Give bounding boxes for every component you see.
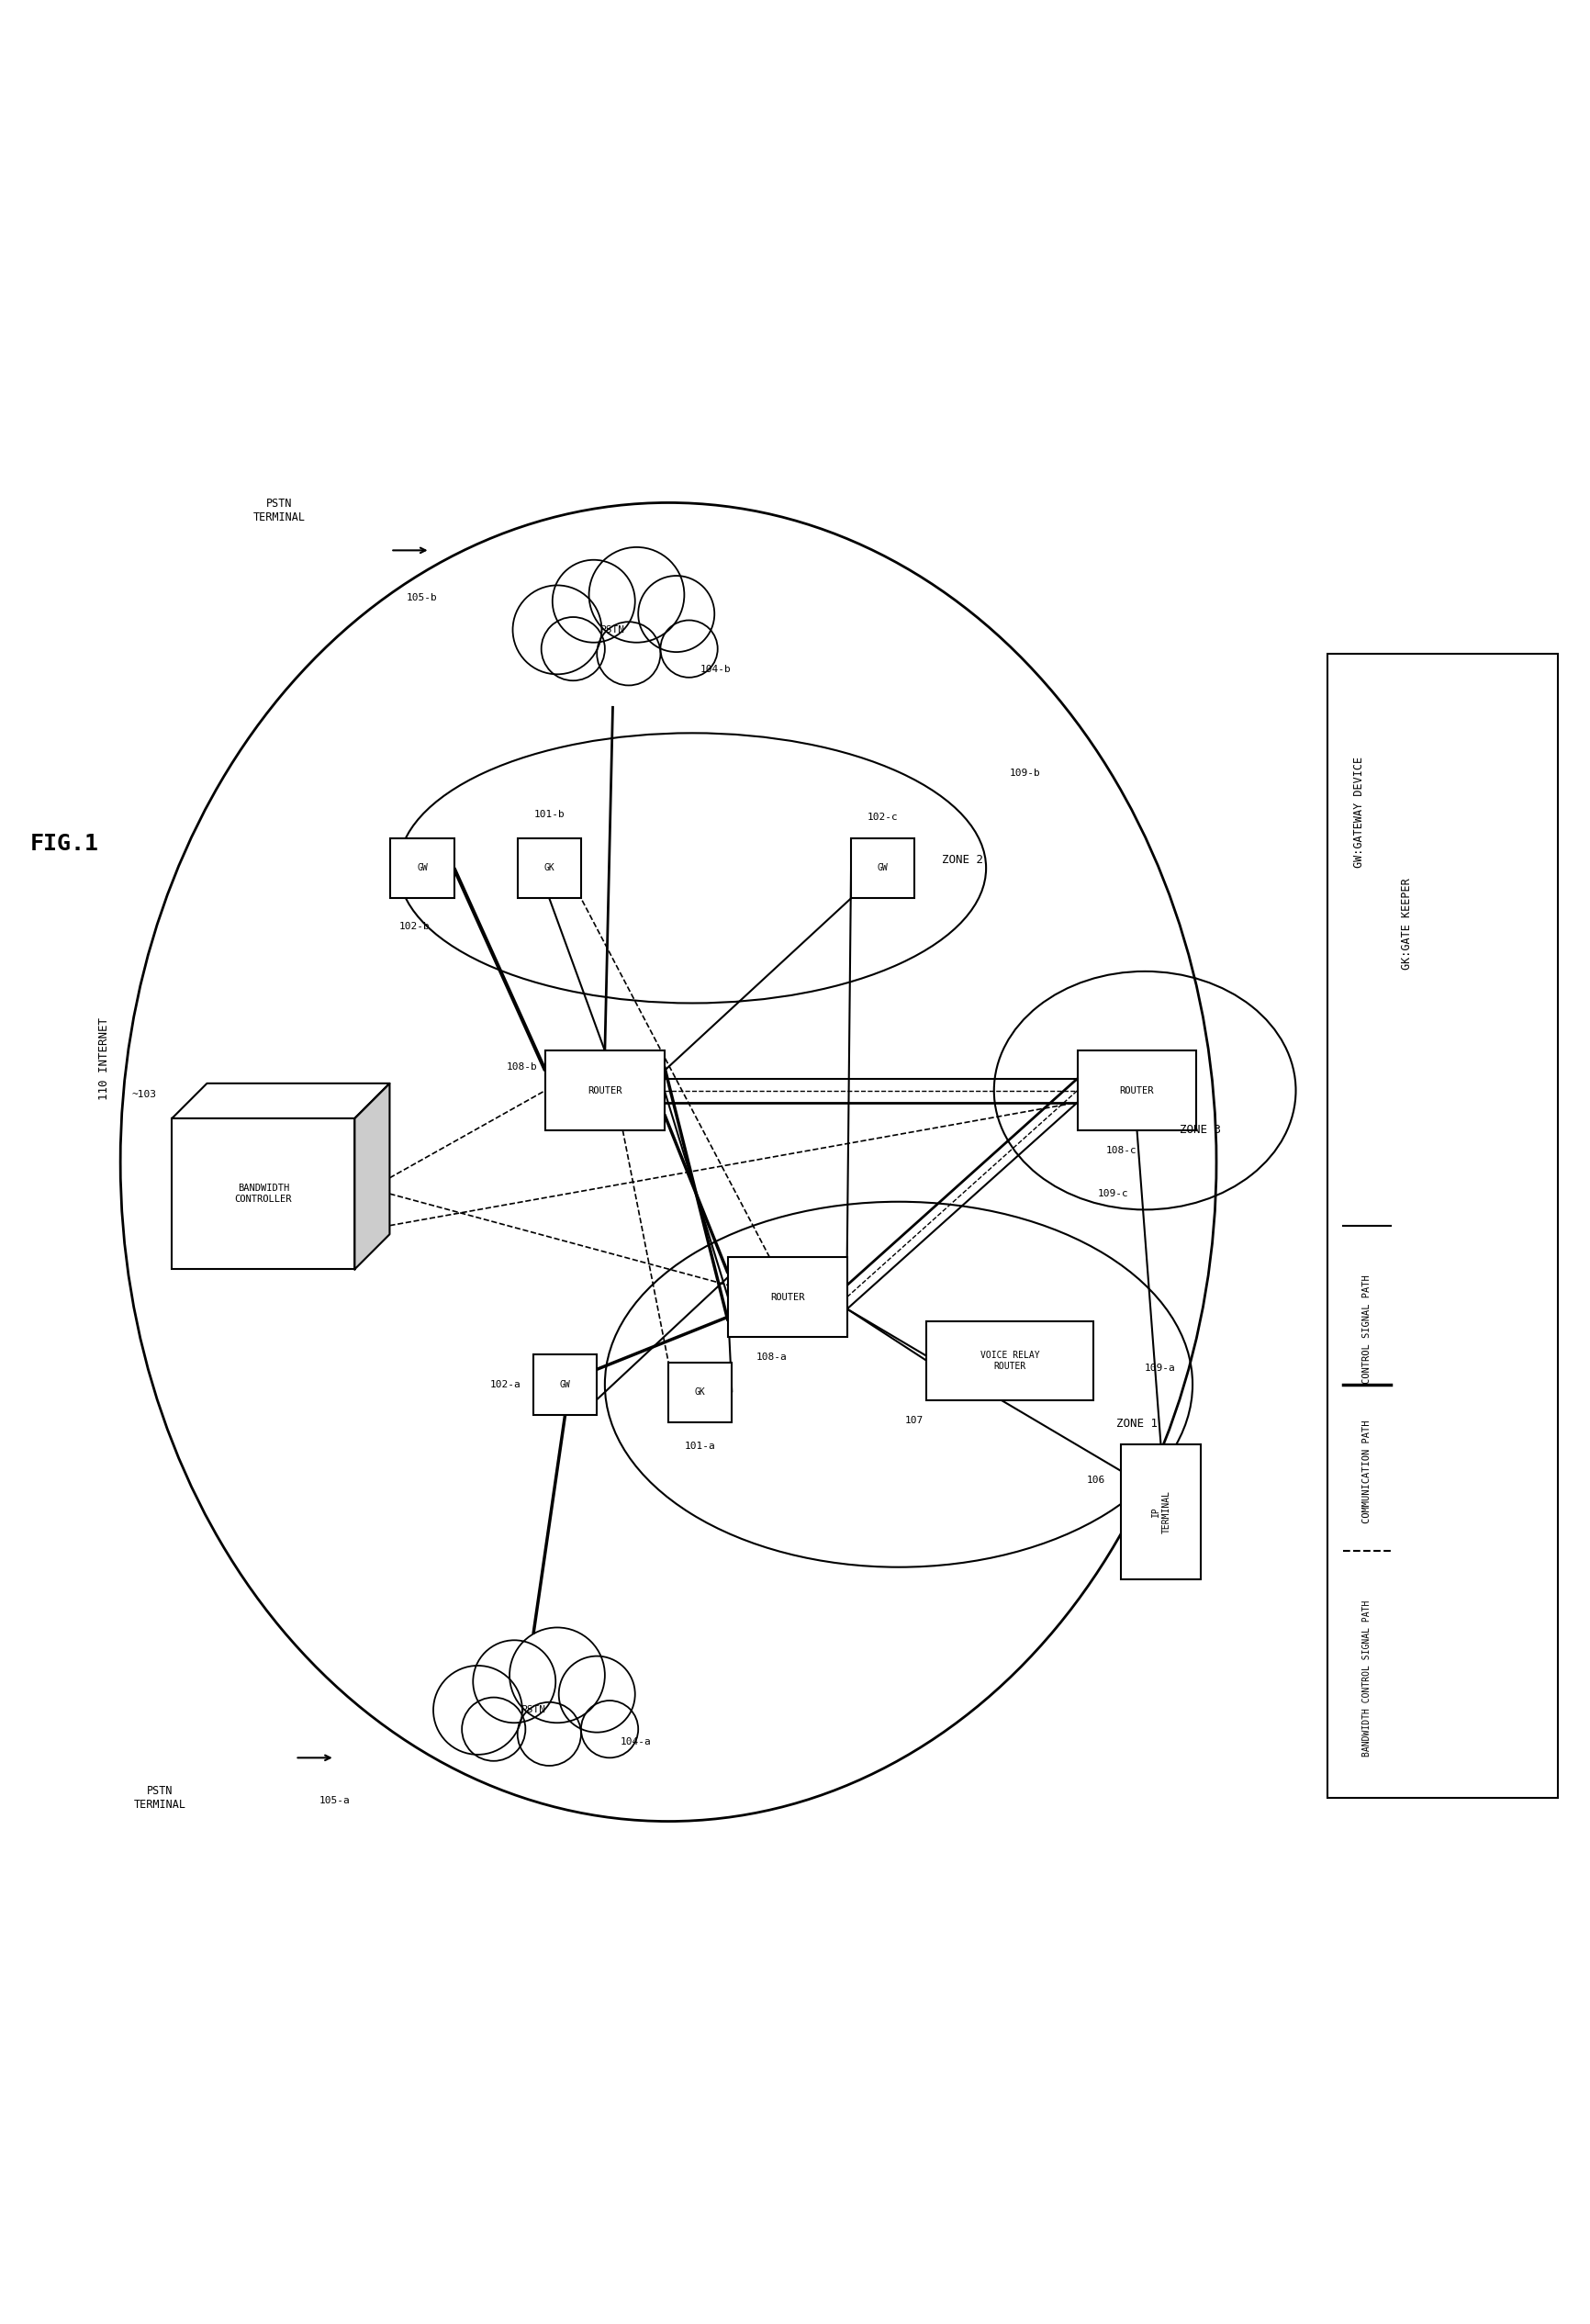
Text: 109-c: 109-c xyxy=(1097,1190,1127,1199)
Text: 110 INTERNET: 110 INTERNET xyxy=(99,1018,110,1099)
Bar xyxy=(172,1118,355,1269)
Text: 109-b: 109-b xyxy=(1010,769,1040,776)
Text: 108-b: 108-b xyxy=(506,1062,537,1071)
Text: PSTN
TERMINAL: PSTN TERMINAL xyxy=(253,497,305,523)
Circle shape xyxy=(558,1657,634,1731)
Circle shape xyxy=(596,623,660,686)
Circle shape xyxy=(432,1666,522,1755)
Text: 109-a: 109-a xyxy=(1145,1364,1175,1373)
Text: ROUTER: ROUTER xyxy=(587,1085,622,1095)
Circle shape xyxy=(660,621,717,676)
Bar xyxy=(517,839,580,899)
Text: ROUTER: ROUTER xyxy=(1119,1085,1153,1095)
Text: 101-a: 101-a xyxy=(684,1441,716,1450)
Circle shape xyxy=(461,1697,525,1762)
Circle shape xyxy=(588,546,684,641)
Text: PSTN: PSTN xyxy=(520,1706,545,1715)
Circle shape xyxy=(552,560,634,641)
Circle shape xyxy=(472,1641,555,1722)
Text: GW: GW xyxy=(417,865,428,874)
Text: PSTN: PSTN xyxy=(599,625,625,634)
Text: 108-c: 108-c xyxy=(1105,1146,1135,1155)
Text: GW: GW xyxy=(560,1380,571,1390)
Text: BANDWIDTH CONTROL SIGNAL PATH: BANDWIDTH CONTROL SIGNAL PATH xyxy=(1363,1601,1371,1757)
Text: 101-b: 101-b xyxy=(534,809,564,818)
Text: GW: GW xyxy=(878,865,887,874)
Text: PSTN
TERMINAL: PSTN TERMINAL xyxy=(134,1785,186,1810)
Text: 108-a: 108-a xyxy=(755,1353,787,1362)
Circle shape xyxy=(512,586,601,674)
Bar xyxy=(533,1355,596,1415)
Bar xyxy=(1326,653,1557,1796)
Text: ZONE 2: ZONE 2 xyxy=(941,855,983,867)
Text: ~103: ~103 xyxy=(132,1090,156,1099)
Text: IP
TERMINAL: IP TERMINAL xyxy=(1150,1490,1170,1534)
Circle shape xyxy=(638,576,714,653)
Bar xyxy=(545,1050,665,1129)
Text: 106: 106 xyxy=(1086,1476,1105,1485)
Bar xyxy=(1121,1443,1200,1578)
Text: VOICE RELAY
ROUTER: VOICE RELAY ROUTER xyxy=(979,1350,1038,1371)
Circle shape xyxy=(509,1627,604,1722)
Bar xyxy=(390,839,453,899)
Text: CONTROL SIGNAL PATH: CONTROL SIGNAL PATH xyxy=(1363,1274,1371,1383)
Text: 105-a: 105-a xyxy=(320,1796,350,1806)
Bar xyxy=(1076,1050,1196,1129)
Text: 102-b: 102-b xyxy=(399,923,429,932)
Text: BANDWIDTH
CONTROLLER: BANDWIDTH CONTROLLER xyxy=(235,1183,293,1204)
Text: ZONE 3: ZONE 3 xyxy=(1180,1125,1221,1136)
Circle shape xyxy=(580,1701,638,1757)
Text: ROUTER: ROUTER xyxy=(770,1292,805,1301)
Bar xyxy=(851,839,914,899)
Circle shape xyxy=(517,1701,580,1766)
Text: 105-b: 105-b xyxy=(407,593,437,602)
Text: GW:GATEWAY DEVICE: GW:GATEWAY DEVICE xyxy=(1353,758,1364,869)
Polygon shape xyxy=(355,1083,390,1269)
Bar xyxy=(728,1257,846,1336)
Text: 102-a: 102-a xyxy=(490,1380,520,1390)
Circle shape xyxy=(541,618,604,681)
Text: 104-b: 104-b xyxy=(700,665,731,674)
Text: 107: 107 xyxy=(905,1415,924,1425)
Text: GK:GATE KEEPER: GK:GATE KEEPER xyxy=(1401,878,1412,969)
Bar xyxy=(668,1362,731,1422)
Text: 102-c: 102-c xyxy=(867,813,898,823)
Text: GK: GK xyxy=(695,1387,704,1397)
Text: FIG.1: FIG.1 xyxy=(30,834,99,855)
Polygon shape xyxy=(172,1083,390,1118)
Text: COMMUNICATION PATH: COMMUNICATION PATH xyxy=(1363,1420,1371,1525)
Bar xyxy=(925,1320,1092,1401)
Text: 104-a: 104-a xyxy=(620,1738,652,1745)
Text: GK: GK xyxy=(544,865,555,874)
Text: ZONE 1: ZONE 1 xyxy=(1116,1418,1158,1429)
